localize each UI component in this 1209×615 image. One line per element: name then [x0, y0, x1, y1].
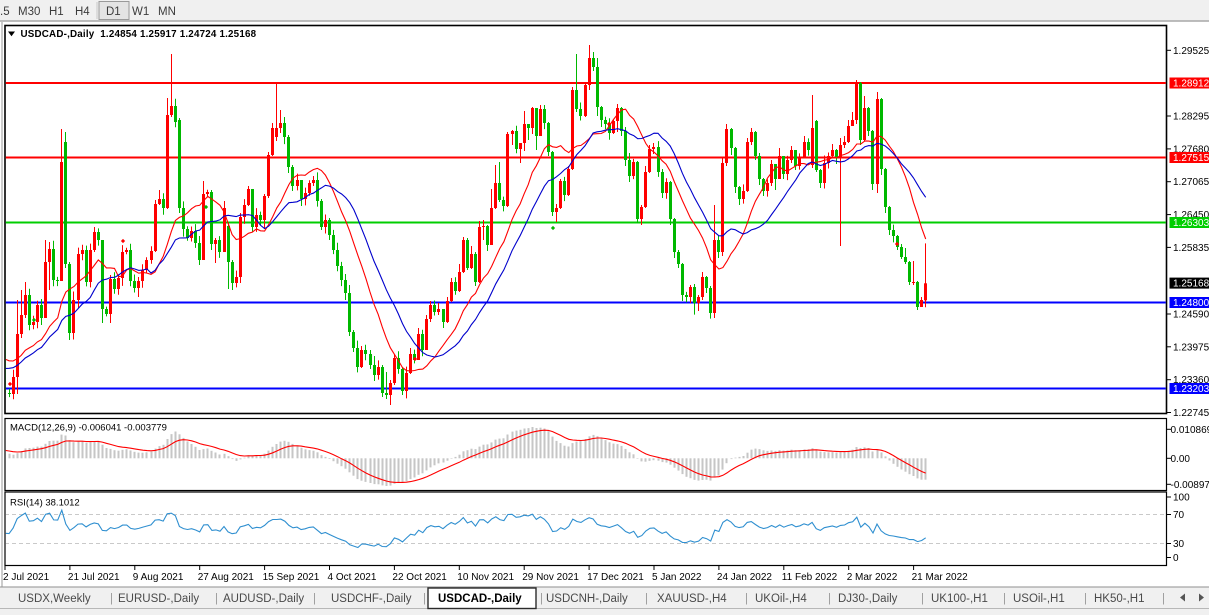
svg-text:|: | — [1084, 593, 1087, 605]
svg-text:-0.008974: -0.008974 — [1171, 480, 1209, 491]
svg-text:AUDUSD-,Daily: AUDUSD-,Daily — [223, 593, 304, 605]
svg-text:1.24800: 1.24800 — [1173, 298, 1209, 309]
svg-text:1.23975: 1.23975 — [1173, 342, 1209, 353]
svg-text:.5: .5 — [0, 6, 10, 18]
svg-text:H4: H4 — [75, 6, 90, 18]
svg-text:|: | — [1162, 593, 1165, 605]
svg-text:1.28912: 1.28912 — [1173, 79, 1209, 90]
svg-text:|: | — [540, 593, 543, 605]
svg-text:1.24590: 1.24590 — [1173, 310, 1209, 321]
svg-text:UK100-,H1: UK100-,H1 — [931, 593, 988, 605]
svg-text:|: | — [828, 593, 831, 605]
svg-text:H1: H1 — [49, 6, 64, 18]
svg-text:EURUSD-,Daily: EURUSD-,Daily — [118, 593, 199, 605]
svg-text:|: | — [1003, 593, 1006, 605]
svg-text:M30: M30 — [18, 6, 40, 18]
svg-text:D1: D1 — [106, 6, 121, 18]
svg-text:1.25835: 1.25835 — [1173, 243, 1209, 254]
svg-text:22 Oct 2021: 22 Oct 2021 — [392, 572, 447, 583]
svg-text:|: | — [645, 593, 648, 605]
svg-text:10 Nov 2021: 10 Nov 2021 — [457, 572, 514, 583]
svg-text:1.22745: 1.22745 — [1173, 408, 1209, 419]
svg-text:70: 70 — [1173, 510, 1185, 521]
svg-text:1.23203: 1.23203 — [1173, 384, 1209, 395]
svg-text:USDCAD-,Daily: USDCAD-,Daily — [438, 593, 522, 605]
svg-text:USDX,Weekly: USDX,Weekly — [18, 593, 91, 605]
svg-text:|: | — [921, 593, 924, 605]
svg-text:21 Jul 2021: 21 Jul 2021 — [68, 572, 120, 583]
svg-text:0.010869: 0.010869 — [1171, 425, 1209, 436]
svg-text:1.27065: 1.27065 — [1173, 177, 1209, 188]
svg-text:|: | — [745, 593, 748, 605]
svg-text:DJ30-,Daily: DJ30-,Daily — [838, 593, 898, 605]
svg-text:27 Aug 2021: 27 Aug 2021 — [198, 572, 255, 583]
svg-text:1.26450: 1.26450 — [1173, 210, 1209, 221]
svg-text:1.27680: 1.27680 — [1173, 144, 1209, 155]
svg-text:29 Nov 2021: 29 Nov 2021 — [522, 572, 579, 583]
svg-text:24 Jan 2022: 24 Jan 2022 — [717, 572, 772, 583]
svg-text:1.27515: 1.27515 — [1173, 153, 1209, 164]
svg-text:1.29525: 1.29525 — [1173, 46, 1209, 57]
svg-text:|: | — [423, 593, 426, 605]
svg-text:2 Mar 2022: 2 Mar 2022 — [847, 572, 898, 583]
svg-text:21 Mar 2022: 21 Mar 2022 — [912, 572, 969, 583]
svg-text:1.28295: 1.28295 — [1173, 112, 1209, 123]
svg-text:W1: W1 — [132, 6, 149, 18]
svg-text:USDCNH-,Daily: USDCNH-,Daily — [546, 593, 628, 605]
svg-text:0.00: 0.00 — [1171, 454, 1191, 465]
svg-text:15 Sep 2021: 15 Sep 2021 — [263, 572, 320, 583]
svg-text:|: | — [313, 593, 316, 605]
svg-text:17 Dec 2021: 17 Dec 2021 — [587, 572, 644, 583]
svg-text:100: 100 — [1173, 493, 1190, 504]
svg-text:USDCHF-,Daily: USDCHF-,Daily — [331, 593, 412, 605]
svg-text:1.26303: 1.26303 — [1173, 218, 1209, 229]
svg-text:HK50-,H1: HK50-,H1 — [1094, 593, 1145, 605]
svg-text:RSI(14) 38.1012: RSI(14) 38.1012 — [10, 498, 80, 509]
svg-text:XAUUSD-,H4: XAUUSD-,H4 — [657, 593, 727, 605]
svg-text:USDCAD-,Daily 1.24854 1.25917: USDCAD-,Daily 1.24854 1.25917 1.24724 1.… — [21, 29, 257, 40]
svg-text:4 Oct 2021: 4 Oct 2021 — [328, 572, 377, 583]
svg-text:MACD(12,26,9) -0.006041 -0.003: MACD(12,26,9) -0.006041 -0.003779 — [10, 423, 167, 434]
svg-text:0: 0 — [1173, 553, 1179, 564]
svg-text:5 Jan 2022: 5 Jan 2022 — [652, 572, 702, 583]
svg-text:|: | — [110, 593, 113, 605]
svg-text:1.23360: 1.23360 — [1173, 375, 1209, 386]
svg-text:1.25168: 1.25168 — [1173, 279, 1209, 290]
svg-text:30: 30 — [1173, 539, 1185, 550]
svg-text:|: | — [215, 593, 218, 605]
svg-text:USOil-,H1: USOil-,H1 — [1013, 593, 1065, 605]
svg-text:9 Aug 2021: 9 Aug 2021 — [133, 572, 184, 583]
svg-text:MN: MN — [158, 6, 176, 18]
svg-text:11 Feb 2022: 11 Feb 2022 — [782, 572, 838, 583]
svg-text:2 Jul 2021: 2 Jul 2021 — [3, 572, 50, 583]
svg-text:UKOil-,H4: UKOil-,H4 — [755, 593, 807, 605]
